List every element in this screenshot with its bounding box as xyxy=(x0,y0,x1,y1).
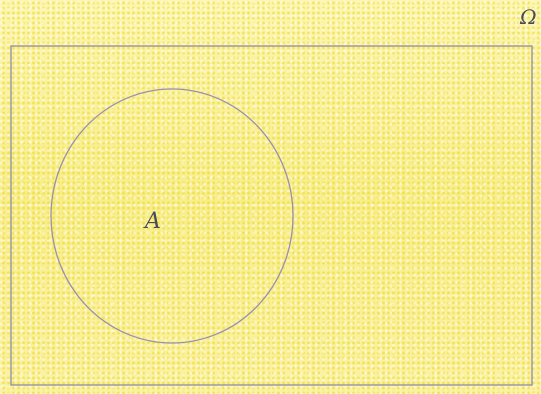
set-a-label: A xyxy=(143,209,161,234)
universal-set-rectangle xyxy=(10,45,533,386)
universal-set-label: Ω xyxy=(519,5,537,29)
set-a-circle xyxy=(50,88,294,344)
